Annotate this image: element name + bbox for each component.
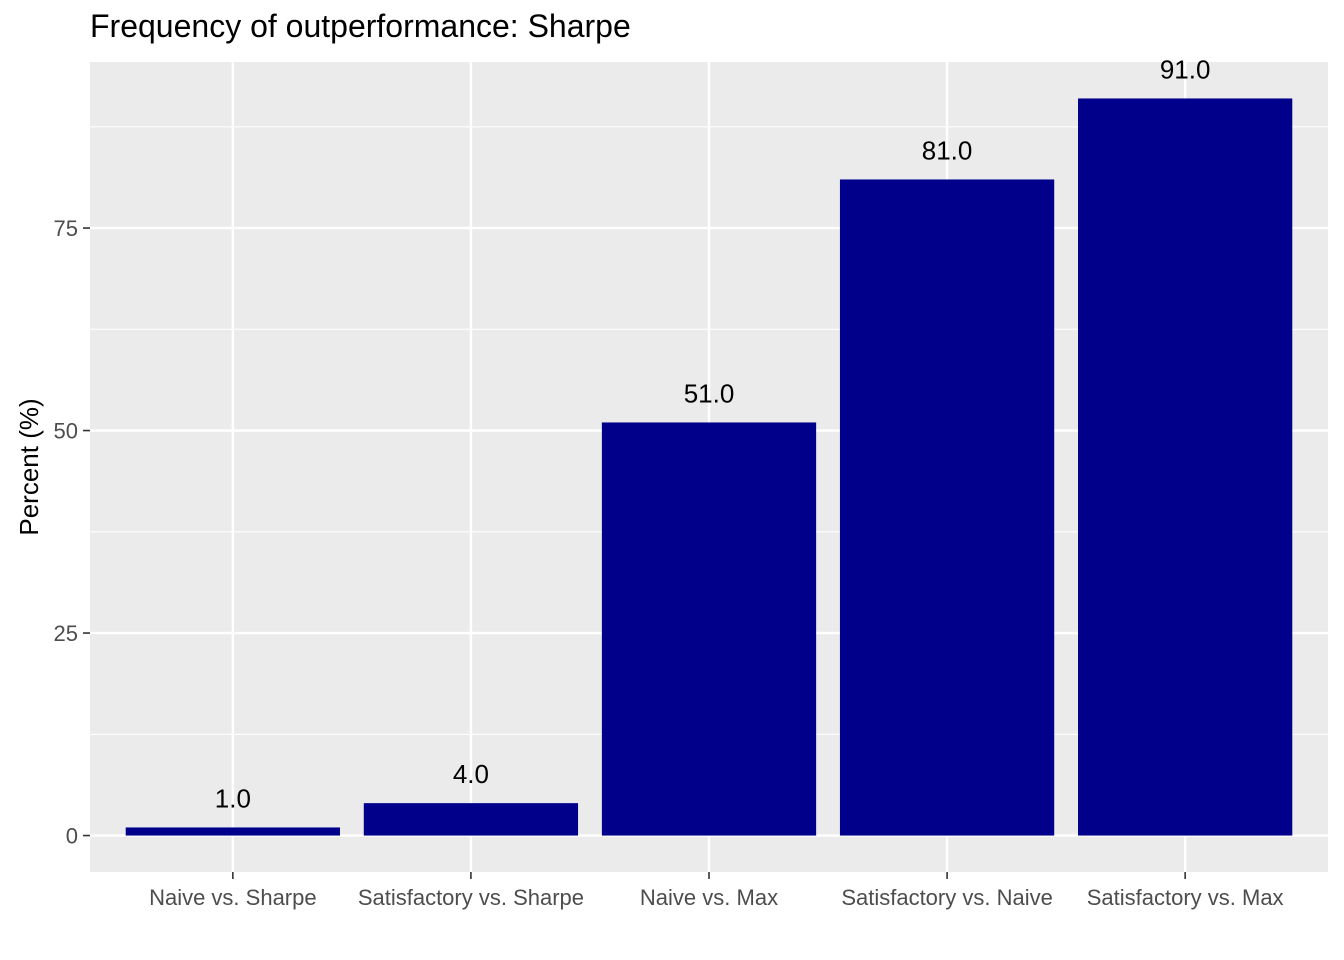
data-label: 1.0 xyxy=(215,783,251,813)
x-tick-label: Satisfactory vs. Naive xyxy=(841,885,1053,910)
chart-title: Frequency of outperformance: Sharpe xyxy=(90,8,631,44)
bars xyxy=(125,98,1293,836)
x-tick-label: Naive vs. Sharpe xyxy=(149,885,317,910)
x-tick-label: Satisfactory vs. Max xyxy=(1087,885,1284,910)
bar xyxy=(1078,98,1293,836)
data-label: 91.0 xyxy=(1160,54,1211,84)
bar xyxy=(363,803,579,836)
x-tick-label: Satisfactory vs. Sharpe xyxy=(358,885,584,910)
y-tick-label: 0 xyxy=(66,824,78,849)
bar xyxy=(839,179,1055,836)
x-tick-label: Naive vs. Max xyxy=(640,885,778,910)
y-tick-label: 75 xyxy=(54,216,78,241)
axes: 0 25 50 75 Naive vs. Sharpe Satisfactory vs. … xyxy=(54,216,1284,910)
y-tick-label: 50 xyxy=(54,419,78,444)
data-label: 51.0 xyxy=(684,378,735,408)
bar xyxy=(601,422,817,836)
data-labels: 1.0 4.0 51.0 81.0 91.0 xyxy=(215,54,1211,813)
bar xyxy=(125,827,340,836)
data-label: 4.0 xyxy=(453,759,489,789)
y-tick-label: 25 xyxy=(54,621,78,646)
y-axis-title: Percent (%) xyxy=(14,398,44,535)
data-label: 81.0 xyxy=(922,135,973,165)
